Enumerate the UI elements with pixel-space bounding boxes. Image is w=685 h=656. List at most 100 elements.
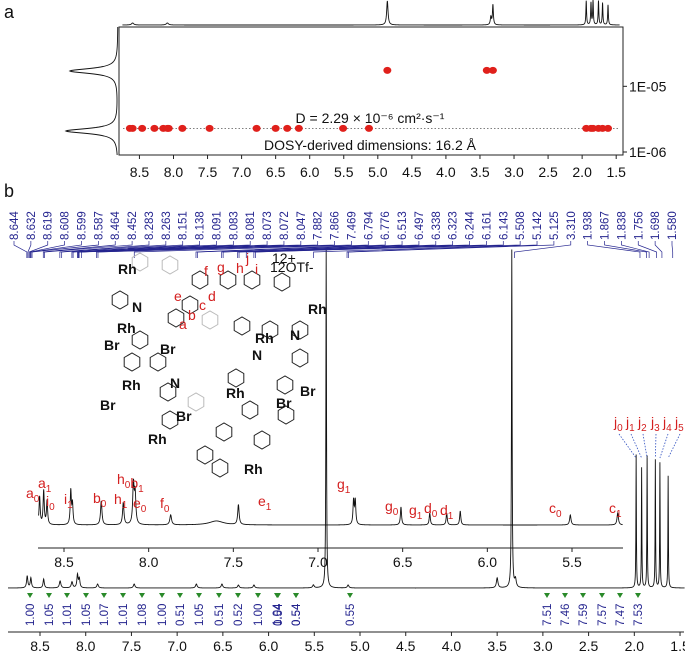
peak-connector — [77, 241, 217, 258]
ring — [111, 290, 129, 310]
ring — [131, 330, 149, 350]
atom-label: Rh — [226, 385, 245, 401]
label-subscript: 0 — [164, 504, 170, 515]
integral-label: 1.04 — [272, 603, 284, 626]
ring — [219, 270, 237, 290]
peak-label: 8.151 — [178, 211, 190, 240]
peak-connector — [71, 241, 184, 258]
label-letter: f — [160, 495, 164, 511]
cross-peak — [164, 124, 173, 132]
assignment-label: g1 — [409, 502, 423, 522]
cross-peak — [488, 66, 497, 74]
peak-label: 7.882 — [313, 211, 325, 240]
integral-marker — [275, 593, 281, 598]
peak-label: 8.452 — [127, 211, 139, 240]
integral-marker — [235, 593, 241, 598]
counterion: 12OTf- — [270, 259, 314, 275]
atom-label: N — [170, 375, 180, 391]
cross-peak — [138, 124, 147, 132]
peak-connector — [621, 241, 650, 258]
peak-label: 6.161 — [481, 211, 493, 240]
integral-marker — [139, 593, 145, 598]
ring — [233, 316, 251, 336]
atom-label: Br — [276, 395, 292, 411]
peak-label: 7.469 — [346, 211, 358, 240]
site-label: f — [204, 263, 208, 279]
diffusion-annotation: D = 2.29 × 10⁻⁶ cm²·s⁻¹ — [296, 110, 445, 126]
label-subscript: 1 — [138, 484, 144, 495]
assignment-label: d0 — [424, 500, 438, 520]
peak-label: 6.497 — [414, 211, 426, 240]
atom-label: Rh — [122, 377, 141, 393]
peak-connector — [671, 241, 674, 258]
methyl-connector — [630, 433, 642, 459]
spectrum — [8, 249, 685, 589]
x-tick-label: 4.5 — [396, 638, 416, 654]
label-subscript: 0 — [34, 494, 40, 505]
x-tick-label: 2.5 — [538, 164, 558, 180]
atom-label: Br — [100, 397, 116, 413]
inset-tick-label: 7.5 — [224, 554, 244, 570]
atom-label: Rh — [148, 431, 167, 447]
inset-tick-label: 8.0 — [139, 554, 159, 570]
inset-tick-label: 7.0 — [308, 554, 328, 570]
assignment-label: c0 — [549, 500, 562, 520]
ring — [253, 430, 271, 450]
peak-label: 6.794 — [363, 211, 375, 240]
label-letter: j — [674, 414, 678, 430]
label-subscript: 0 — [141, 504, 147, 515]
peak-label: 6.776 — [380, 211, 392, 240]
assignment-label: g1 — [337, 476, 351, 496]
peak-label: 5.125 — [549, 211, 561, 240]
integral-marker — [580, 593, 586, 598]
peak-connector — [313, 241, 521, 258]
peak-label: 6.244 — [465, 211, 477, 240]
methyl-connector — [654, 433, 657, 459]
x-tick-label: 6.5 — [213, 638, 233, 654]
label-subscript: 1 — [616, 509, 622, 520]
peak-connector — [27, 241, 32, 258]
label-subscript: 1 — [122, 500, 128, 511]
assignment-label: g0 — [385, 498, 399, 518]
ring — [181, 295, 199, 315]
peak-connector — [133, 241, 352, 258]
cross-peak — [364, 124, 373, 132]
assignment-label: i0 — [46, 493, 55, 513]
peak-label: 8.083 — [228, 211, 240, 240]
cross-peak — [604, 124, 613, 132]
integral-label: 0.54 — [273, 603, 285, 626]
x-tick-label: 5.0 — [368, 164, 388, 180]
ring — [277, 405, 295, 425]
x-tick-label: 3.0 — [504, 164, 524, 180]
label-subscript: 1 — [448, 511, 454, 522]
peak-connector — [44, 241, 133, 258]
ring — [191, 270, 209, 290]
peak-label: 8.587 — [93, 211, 105, 240]
label-subscript: 1 — [266, 502, 272, 513]
plot-frame — [118, 26, 624, 156]
label-subscript: 1 — [417, 511, 423, 522]
inset-tick-label: 6.0 — [478, 554, 498, 570]
projection-f1 — [64, 27, 119, 156]
peak-connector — [587, 241, 641, 258]
label-letter: d — [440, 502, 448, 518]
cross-peak — [482, 66, 491, 74]
assignment-label: h0b1 — [117, 471, 144, 495]
atom-label: Rh — [308, 301, 327, 317]
label-letter: d — [424, 500, 432, 516]
x-tick-label: 1.5 — [606, 164, 626, 180]
integral-marker — [120, 593, 126, 598]
label-subscript: 0 — [617, 423, 623, 434]
methyl-connector — [667, 433, 681, 459]
integral-label: 1.07 — [99, 604, 111, 626]
cross-peak — [150, 124, 159, 132]
integral-label: 7.46 — [560, 604, 572, 626]
integral-marker — [347, 593, 353, 598]
label-letter: e — [258, 493, 266, 509]
label-letter: a — [38, 475, 46, 491]
label-letter: b — [130, 475, 138, 491]
peak-connector — [637, 241, 657, 258]
peak-label: 8.464 — [110, 211, 122, 240]
ring — [291, 348, 309, 368]
